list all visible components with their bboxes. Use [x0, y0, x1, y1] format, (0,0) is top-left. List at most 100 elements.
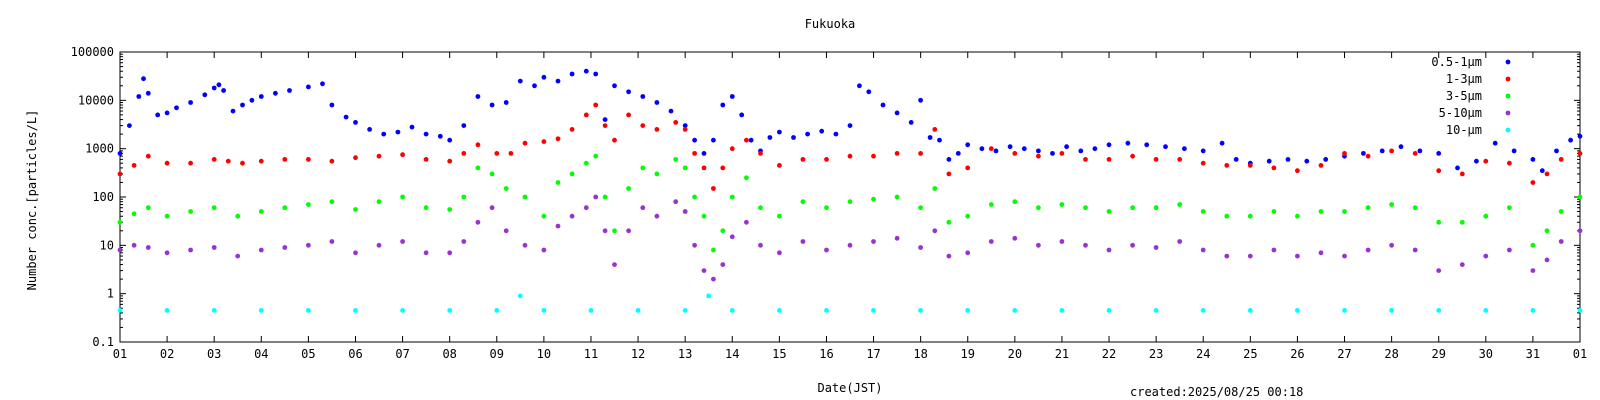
data-point [541, 139, 547, 145]
data-point [1568, 137, 1573, 143]
data-point [593, 102, 599, 108]
data-point [1083, 242, 1088, 248]
data-point [711, 276, 716, 282]
data-point [1436, 168, 1442, 174]
data-point [273, 90, 278, 96]
data-point [583, 112, 589, 118]
data-point [612, 83, 617, 89]
data-point [367, 126, 372, 132]
data-point [1224, 253, 1230, 259]
data-point [494, 151, 500, 156]
data-point [1389, 242, 1394, 248]
data-point [1544, 171, 1550, 177]
data-point [1271, 209, 1277, 214]
data-point [777, 308, 782, 313]
x-tick-label: 21 [1055, 347, 1069, 361]
data-point [1530, 180, 1536, 185]
data-point [739, 112, 745, 118]
data-point [871, 239, 876, 244]
y-tick-label: 10000 [78, 93, 114, 107]
x-axis: 01 02 03 04 05 06 07 08 09 10 11 12 13 14 15 16 17 18 19 20… [113, 52, 1587, 361]
data-point [423, 157, 429, 162]
data-point [503, 100, 509, 105]
data-point [1417, 148, 1423, 154]
x-tick-label: 01 [1573, 347, 1587, 361]
data-point [800, 239, 806, 244]
data-point [489, 171, 495, 177]
data-point [1342, 308, 1347, 313]
data-point [1059, 151, 1065, 156]
data-point [503, 228, 509, 234]
data-point [1577, 194, 1583, 200]
data-point [400, 194, 405, 200]
data-point [927, 135, 933, 140]
data-point [211, 205, 217, 211]
data-point [202, 92, 208, 98]
data-point [1007, 144, 1013, 150]
x-tick-label: 31 [1526, 347, 1540, 361]
x-tick-label: 29 [1431, 347, 1445, 361]
data-point [800, 199, 806, 205]
data-point [282, 245, 288, 250]
y-axis: 0.1 1 10 100 1000 10000 100000 [71, 45, 1580, 349]
data-point [583, 205, 589, 211]
data-point [1412, 247, 1418, 253]
data-point [583, 160, 589, 166]
data-point [555, 223, 561, 229]
legend-marker [1505, 110, 1511, 116]
data-point [682, 209, 688, 214]
data-point [141, 76, 146, 82]
data-point [1012, 151, 1018, 156]
data-point [174, 105, 179, 111]
x-tick-label: 07 [395, 347, 409, 361]
data-point [447, 250, 453, 256]
data-point [221, 88, 227, 93]
data-point [602, 228, 608, 234]
data-point [258, 247, 264, 253]
data-point [522, 242, 528, 248]
x-tick-label: 23 [1149, 347, 1163, 361]
data-point [777, 213, 782, 219]
data-point [145, 90, 151, 96]
data-point [824, 308, 829, 313]
x-tick-label: 03 [207, 347, 221, 361]
data-point [258, 158, 264, 164]
data-point [1083, 205, 1088, 211]
legend-marker [1505, 59, 1511, 65]
data-point [711, 137, 716, 143]
data-point [1539, 168, 1545, 174]
data-point [1271, 247, 1277, 253]
data-point [1021, 146, 1027, 152]
data-point [1507, 205, 1512, 211]
data-point [791, 135, 796, 140]
data-point [240, 160, 245, 166]
data-point [145, 205, 151, 211]
data-point [117, 171, 123, 177]
data-point [395, 129, 401, 135]
data-point [400, 239, 405, 244]
data-point [437, 133, 443, 139]
data-point [164, 250, 170, 256]
data-point [673, 157, 679, 162]
data-point [1295, 308, 1300, 313]
data-point [1200, 247, 1206, 253]
data-point [871, 153, 876, 159]
data-point [640, 123, 646, 128]
data-point [588, 308, 594, 313]
data-point [744, 175, 749, 181]
data-point [1389, 148, 1394, 154]
data-point [211, 85, 217, 91]
data-point [381, 131, 387, 137]
data-point [1365, 205, 1371, 211]
data-point [1106, 247, 1112, 253]
data-point [946, 171, 952, 177]
data-point [748, 137, 754, 143]
data-point [282, 205, 288, 211]
data-point [612, 262, 617, 267]
data-point [593, 194, 599, 200]
data-point [306, 202, 311, 207]
data-point [1059, 202, 1065, 207]
data-point [758, 151, 763, 156]
data-point [555, 136, 561, 142]
data-point [541, 308, 547, 313]
